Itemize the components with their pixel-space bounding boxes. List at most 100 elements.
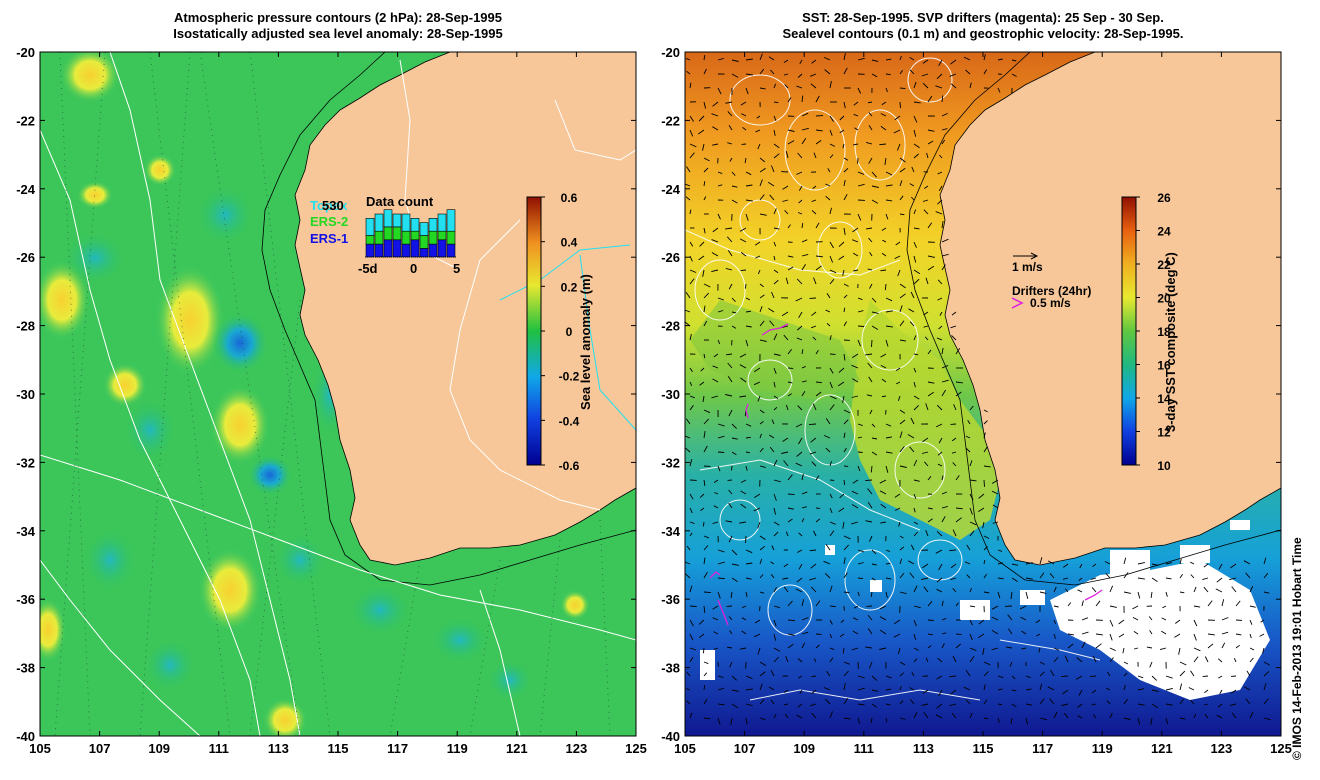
left-lon-label: 109 [148, 741, 170, 756]
count-bar-ers1 [419, 248, 429, 258]
right-lon-label: 113 [913, 741, 934, 756]
right-colorbar-label: 3-day SST composite (deg C) [1163, 252, 1178, 432]
leeuwin-warm-water [850, 300, 1000, 540]
count-bar-topex [446, 209, 456, 232]
satellite-tracks [54, 52, 611, 736]
count-bar-ers2 [428, 230, 438, 245]
right-lon-label: 119 [1092, 741, 1113, 756]
count-bar-ers1 [437, 239, 447, 258]
right-lon-label: 105 [674, 741, 696, 756]
right-colorbar: 26 24 22 20 18 16 14 12 10 3-day SST composite (… [1121, 191, 1178, 473]
left-lon-label: 105 [29, 741, 51, 756]
sealevel-contours [685, 57, 1101, 701]
left-colorbar-tick: -0.2 [559, 370, 580, 384]
left-land-australia [294, 52, 636, 566]
count-bar-ers1 [392, 239, 402, 258]
right-colorbar-tick: 16 [1157, 359, 1171, 373]
left-colorbar-tick: -0.6 [559, 459, 580, 473]
count-bar-ers1 [365, 243, 375, 258]
left-lon-label: 119 [447, 741, 468, 756]
right-colorbar-tick: 22 [1157, 258, 1171, 272]
right-colorbar-tick: 24 [1157, 225, 1171, 239]
left-colorbar-tick: -0.4 [559, 414, 580, 428]
left-colorbar: 0.6 0.4 0.2 0 -0.2 -0.4 -0.6 Sea level anomaly… [526, 191, 593, 473]
right-land-australia [939, 52, 1281, 566]
left-lat-label: -22 [16, 113, 35, 128]
legend-count: 530 [322, 198, 344, 213]
count-bar-topex [410, 218, 420, 232]
vector-scale-label: 1 m/s [1012, 260, 1043, 274]
drifter-arrow-icon [1011, 297, 1024, 309]
count-bar-ers1 [446, 243, 456, 258]
left-lat-label: -38 [16, 661, 35, 676]
left-lat-label: -26 [16, 250, 35, 265]
legend-sat-topex: Topex [310, 198, 348, 213]
count-bar-ers1 [401, 243, 411, 258]
right-map-panel: 1 m/s Drifters (24hr) 0.5 m/s [685, 52, 1281, 736]
left-title-line2: Isostatically adjusted sea level anomaly… [173, 26, 503, 41]
count-bar-ers2 [437, 230, 447, 241]
right-lon-label: 109 [793, 741, 815, 756]
topex-track-overlay [499, 244, 636, 431]
right-lat-label: -22 [661, 113, 680, 128]
right-lon-label: 111 [854, 741, 874, 756]
right-colorbar-tick: 18 [1157, 325, 1171, 339]
right-lon-label: 125 [1270, 741, 1292, 756]
right-lat-label: -20 [661, 45, 680, 60]
right-title-line2: Sealevel contours (0.1 m) and geostrophi… [782, 26, 1184, 41]
left-lat-label: -28 [16, 319, 35, 334]
count-bar-topex [428, 218, 438, 232]
left-lat-label: -20 [16, 45, 35, 60]
left-colorbar-label: Sea level anomaly (m) [578, 274, 593, 410]
pressure-contours [40, 52, 636, 736]
count-bar-ers2 [383, 226, 393, 241]
geostrophic-velocity-arrows [685, 53, 1271, 725]
left-lon-label: 125 [625, 741, 647, 756]
count-bar-topex [365, 218, 375, 236]
right-colorbar-tick: 10 [1157, 459, 1171, 473]
left-colorbar-tick: 0 [566, 325, 573, 339]
right-colorbar-tick: 26 [1157, 191, 1171, 205]
left-lon-label: 113 [268, 741, 289, 756]
right-lat-label: -24 [661, 182, 681, 197]
vector-legend: 1 m/s Drifters (24hr) 0.5 m/s [1011, 252, 1091, 310]
imos-credit: © IMOS 14-Feb-2013 19:01 Hobart Time [1290, 537, 1304, 760]
right-colorbar-tick: 12 [1157, 426, 1171, 440]
sla-anomaly-field [40, 52, 590, 736]
right-lat-label: -26 [661, 250, 680, 265]
count-bar-topex [419, 222, 429, 236]
left-lat-label: -36 [16, 592, 35, 607]
count-bar-ers2 [365, 235, 375, 245]
count-bar-ers2 [446, 230, 456, 245]
count-bar-ers2 [419, 235, 429, 249]
left-lon-label: 115 [328, 741, 349, 756]
count-bar-ers2 [392, 226, 402, 241]
legend-title: Data count [366, 194, 434, 209]
count-bar-topex [383, 209, 393, 228]
left-colorbar-tick: 0.6 [561, 191, 578, 205]
right-lat-label: -38 [661, 661, 680, 676]
left-lat-label: -30 [16, 387, 35, 402]
left-title-line1: Atmospheric pressure contours (2 hPa): 2… [174, 10, 502, 25]
right-colorbar-tick: 20 [1157, 292, 1171, 306]
drifter-scale-label: 0.5 m/s [1030, 296, 1071, 310]
right-colorbar-tick: 14 [1157, 392, 1171, 406]
legend-x-mid: 0 [410, 261, 417, 276]
data-count-bars [365, 209, 456, 258]
legend-sat-ers1: ERS-1 [310, 231, 348, 246]
count-bar-ers1 [410, 239, 420, 258]
left-lon-label: 121 [506, 741, 528, 756]
right-lon-label: 107 [734, 741, 756, 756]
right-title-line1: SST: 28-Sep-1995. SVP drifters (magenta)… [802, 10, 1164, 25]
count-bar-ers2 [401, 230, 411, 245]
left-lon-label: 117 [387, 741, 408, 756]
left-lon-label: 111 [209, 741, 229, 756]
right-lon-label: 121 [1151, 741, 1173, 756]
right-lat-label: -36 [661, 592, 680, 607]
right-lon-label: 115 [973, 741, 994, 756]
count-bar-ers2 [410, 230, 420, 241]
legend-sat-ers2: ERS-2 [310, 214, 348, 229]
